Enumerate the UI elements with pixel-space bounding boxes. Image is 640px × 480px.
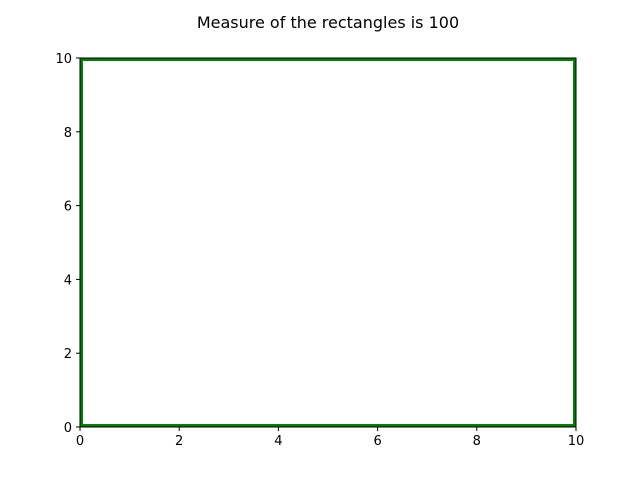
y-tick-label: 4 (64, 273, 72, 288)
y-tick-label: 8 (64, 126, 72, 141)
rectangle-0 (80, 58, 576, 427)
x-tick-label: 2 (175, 434, 183, 449)
axes-frame (79, 57, 577, 428)
plot-area (80, 58, 576, 427)
rectangles-layer (80, 58, 576, 427)
x-tick-label: 4 (274, 434, 282, 449)
x-tick-label: 6 (373, 434, 381, 449)
y-tick-label: 10 (55, 52, 72, 67)
x-tick-label: 8 (473, 434, 481, 449)
y-tick-label: 6 (64, 200, 72, 215)
y-tick-label: 2 (64, 347, 72, 362)
x-tick-label: 0 (76, 434, 84, 449)
x-axis: 0 2 4 6 8 10 (76, 427, 584, 449)
x-tick-label: 10 (568, 434, 585, 449)
chart-title: Measure of the rectangles is 100 (197, 13, 459, 32)
y-tick-label: 0 (64, 421, 72, 436)
y-axis: 0 2 4 6 8 10 (55, 52, 80, 436)
